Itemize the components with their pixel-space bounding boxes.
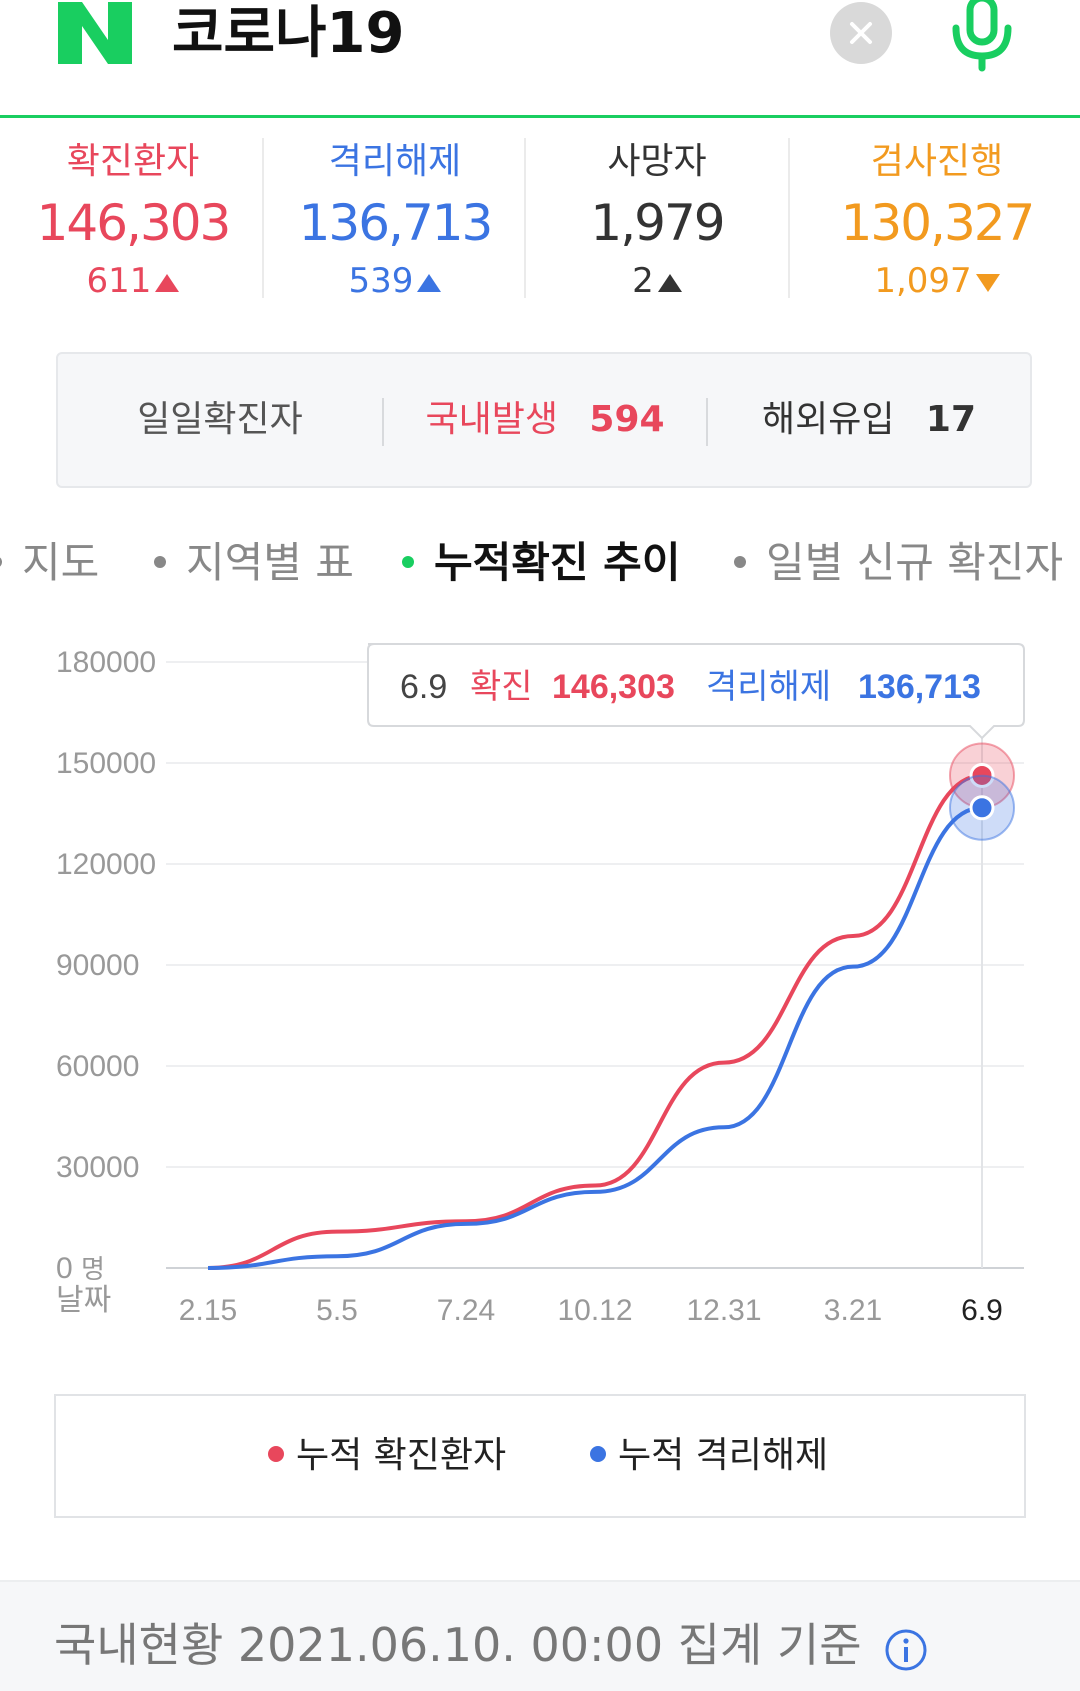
close-icon — [850, 22, 872, 44]
y-tick-label: 60000 — [56, 1050, 139, 1083]
clear-search-button[interactable] — [830, 2, 892, 64]
y-tick-label: 0 명 — [56, 1252, 105, 1285]
stat-delta-value: 2 — [632, 261, 654, 301]
y-tick-label: 120000 — [56, 848, 156, 881]
divider — [788, 138, 790, 298]
x-axis-label: 날짜 — [56, 1283, 111, 1318]
daily-label: 일일확진자 — [137, 399, 303, 440]
stat-total: 130,327 — [840, 194, 1036, 252]
tab-map[interactable]: 지도 — [0, 530, 99, 596]
stat-label: 검사진행 — [870, 141, 1004, 182]
search-query[interactable]: 코로나19 — [172, 1, 405, 66]
x-tick-label: 2.15 — [179, 1294, 237, 1327]
legend-dot-icon — [268, 1446, 284, 1462]
tooltip-released-value: 136,713 — [858, 668, 981, 706]
tab-label: 일별 신규 확진자 — [766, 538, 1064, 587]
daily-domestic-label: 국내발생 — [425, 399, 558, 440]
tab-label: 누적확진 추이 — [434, 538, 681, 587]
legend-label: 누적 격리해제 — [618, 1435, 829, 1476]
info-icon[interactable] — [884, 1628, 928, 1672]
stat-delta: 1,097 — [806, 256, 1068, 306]
y-tick-label: 150000 — [56, 747, 156, 780]
daily-overseas-label: 해외유입 — [761, 399, 895, 440]
triangle-up-icon — [657, 274, 682, 292]
daily-overseas: 해외유입 17 — [708, 354, 1030, 486]
legend-item-confirmed[interactable]: 누적 확진환자 — [268, 1396, 506, 1516]
covid-stats-summary: 확진환자 146,303 611 격리해제 136,713 539 사망자 1,… — [0, 126, 1080, 310]
stat-total: 136,713 — [298, 194, 494, 252]
tooltip-date: 6.9 — [400, 668, 447, 706]
stat-delta: 2 — [526, 256, 788, 306]
divider — [706, 398, 708, 446]
daily-domestic: 국내발생 594 — [384, 354, 706, 486]
chart-legend: 누적 확진환자 누적 격리해제 — [54, 1394, 1026, 1518]
mic-icon — [952, 0, 1012, 72]
bullet-dot-icon — [734, 555, 746, 568]
triangle-down-icon — [975, 274, 1000, 292]
voice-search-button[interactable] — [944, 0, 1020, 74]
tooltip-box — [367, 643, 1025, 740]
stat-testing: 검사진행 130,327 1,097 — [806, 126, 1068, 301]
y-tick-label: 90000 — [56, 949, 139, 982]
last-point-marker — [969, 795, 995, 821]
stat-delta: 611 — [2, 256, 264, 306]
bullet-dot-icon — [154, 555, 166, 568]
naver-logo[interactable] — [58, 2, 132, 64]
chart-svg: 180000 150000 120000 90000 60000 30000 0 명 날짜 2… — [56, 643, 1025, 1327]
divider — [524, 138, 526, 298]
stat-confirmed: 확진환자 146,303 611 — [2, 126, 264, 301]
tab-label: 지역별 표 — [186, 538, 354, 587]
bullet-dot-icon — [402, 555, 414, 568]
triangle-up-icon — [417, 274, 442, 292]
stat-released: 격리해제 136,713 539 — [264, 126, 526, 301]
legend-dot-icon — [590, 1446, 606, 1462]
stat-delta-value: 1,097 — [874, 261, 972, 301]
data-basis-note: 국내현황 2021.06.10. 00:00 집계 기준 — [54, 1618, 862, 1672]
legend-item-released[interactable]: 누적 격리해제 — [590, 1396, 828, 1516]
daily-domestic-value: 594 — [589, 399, 665, 440]
cumulative-trend-chart[interactable]: 180000 150000 120000 90000 60000 30000 0 명 날짜 2… — [0, 620, 1080, 1340]
tooltip-confirmed-value: 146,303 — [552, 668, 675, 706]
stat-label: 확진환자 — [66, 141, 200, 182]
x-tick-label: 5.5 — [316, 1294, 358, 1327]
series-line-released — [207, 805, 983, 1270]
x-tick-label: 3.21 — [824, 1294, 882, 1327]
x-tick-label: 7.24 — [437, 1294, 495, 1327]
y-unit-label: 명 — [81, 1255, 105, 1285]
footer-note-bar: 국내현황 2021.06.10. 00:00 집계 기준 — [0, 1580, 1080, 1691]
stat-delta: 539 — [264, 256, 526, 306]
bullet-dot-icon — [0, 555, 2, 568]
y-tick-label: 30000 — [56, 1151, 139, 1184]
stat-delta-value: 539 — [348, 261, 414, 301]
stat-total: 146,303 — [36, 194, 232, 252]
stat-delta-value: 611 — [86, 261, 152, 301]
tab-label: 지도 — [22, 538, 100, 587]
series-line-confirmed — [207, 773, 983, 1270]
stat-deaths: 사망자 1,979 2 — [526, 126, 788, 301]
stat-label: 격리해제 — [328, 141, 462, 182]
daily-confirmed-box: 일일확진자 국내발생 594 해외유입 17 — [56, 352, 1032, 488]
x-tick-label: 10.12 — [557, 1294, 632, 1327]
tab-cumulative-trend[interactable]: 누적확진 추이 — [402, 530, 680, 596]
triangle-up-icon — [155, 274, 180, 292]
tooltip-confirmed-label: 확진 — [470, 667, 533, 707]
divider — [382, 398, 384, 446]
stat-total: 1,979 — [590, 194, 725, 252]
stat-label: 사망자 — [607, 141, 707, 182]
y-tick-label: 180000 — [56, 646, 156, 679]
search-header: 코로나19 — [0, 0, 1080, 118]
legend-label: 누적 확진환자 — [296, 1435, 507, 1476]
tab-region-table[interactable]: 지역별 표 — [154, 530, 354, 596]
tab-daily-new[interactable]: 일별 신규 확진자 — [734, 530, 1063, 596]
daily-overseas-value: 17 — [925, 399, 977, 440]
x-tick-label: 6.9 — [961, 1294, 1003, 1327]
divider — [262, 138, 264, 298]
tooltip-released-label: 격리해제 — [706, 667, 831, 707]
chart-tabs: 지도 지역별 표 누적확진 추이 일별 신규 확진자 — [0, 530, 1080, 600]
x-tick-label: 12.31 — [686, 1294, 761, 1327]
